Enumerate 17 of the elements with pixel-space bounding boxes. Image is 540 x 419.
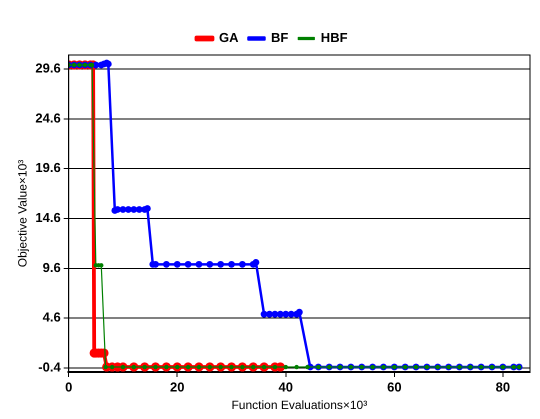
y-tick-label: -0.4 bbox=[38, 360, 62, 375]
y-tick-label: 14.6 bbox=[35, 210, 61, 226]
y-tick-label: 29.6 bbox=[35, 60, 61, 76]
legend-label: BF bbox=[270, 30, 288, 46]
x-tick-label: 80 bbox=[496, 379, 510, 394]
y-tick-label: 24.6 bbox=[35, 110, 61, 126]
y-tick-label: 9.6 bbox=[42, 260, 61, 275]
x-tick-label: 20 bbox=[170, 379, 184, 394]
legend-label: HBF bbox=[320, 30, 348, 46]
legend-label: GA bbox=[218, 30, 240, 46]
x-axis-title: Function Evaluations×10³ bbox=[231, 398, 368, 412]
y-axis-title: Objective Value×10³ bbox=[16, 160, 30, 268]
x-tick-label: 60 bbox=[387, 379, 402, 394]
y-tick-label: 4.6 bbox=[42, 310, 61, 325]
y-tick-label: 19.6 bbox=[35, 160, 61, 176]
x-tick-label: 0 bbox=[65, 379, 72, 394]
x-tick-label: 40 bbox=[278, 379, 294, 394]
